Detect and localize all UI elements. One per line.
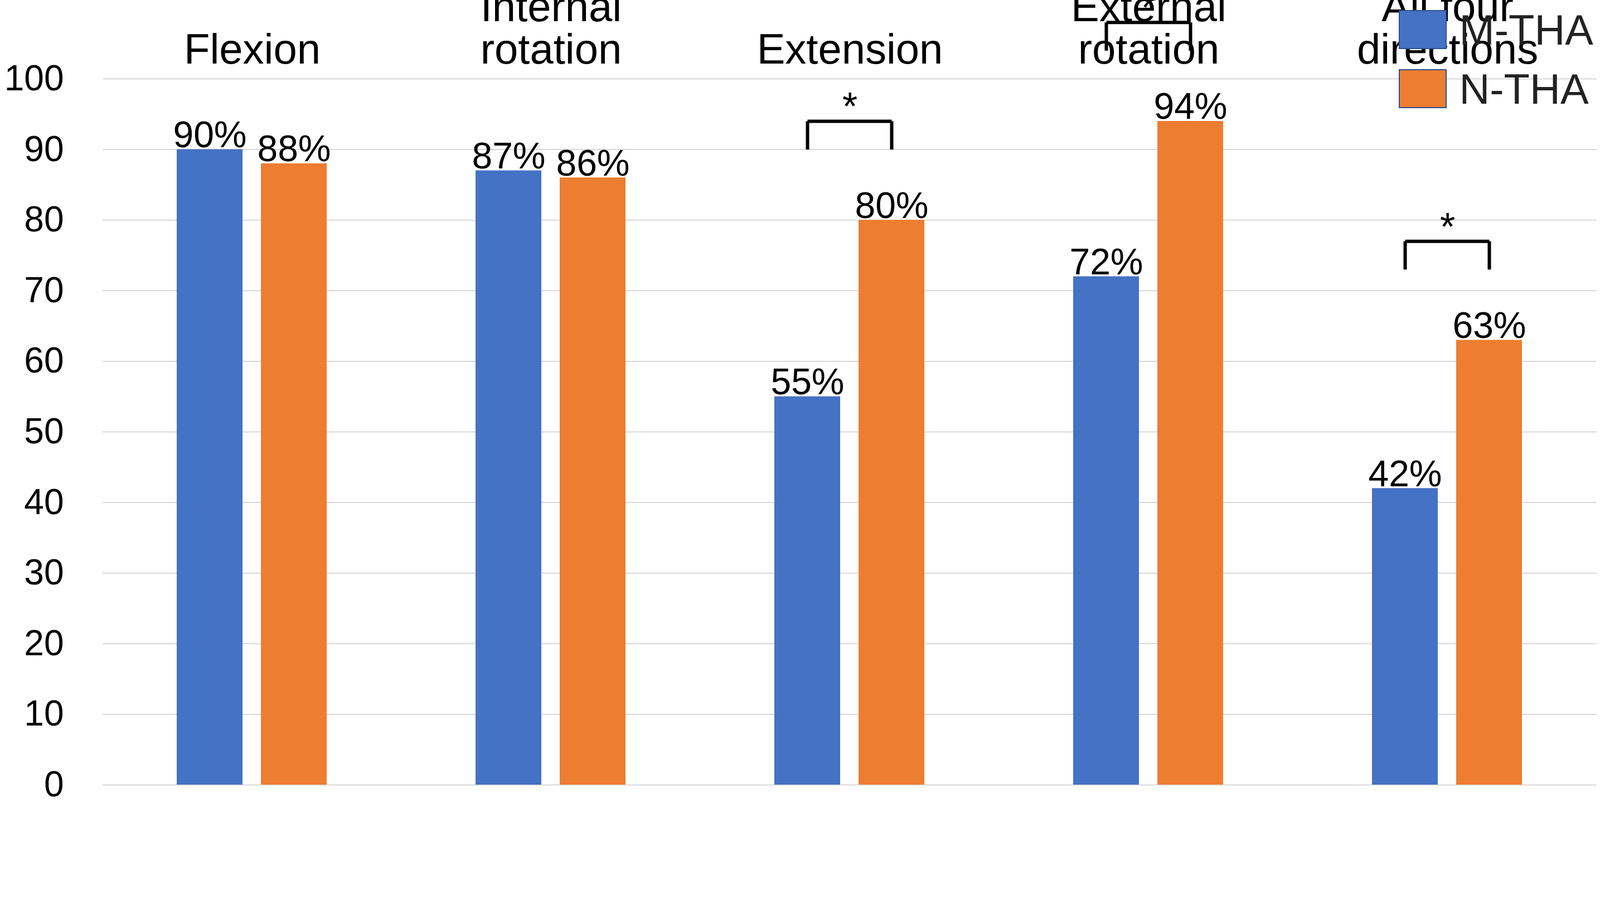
svg-text:*: * <box>1141 0 1157 30</box>
svg-text:50: 50 <box>23 410 64 452</box>
svg-text:10: 10 <box>23 692 64 734</box>
svg-text:Extension: Extension <box>757 25 944 73</box>
svg-text:63%: 63% <box>1452 304 1526 346</box>
svg-text:55%: 55% <box>770 360 845 402</box>
svg-text:60: 60 <box>23 340 64 381</box>
svg-text:90: 90 <box>23 128 64 169</box>
html-text:M-THA: M-THA <box>1459 5 1594 54</box>
svg-text:Internalrotation: Internalrotation <box>480 0 623 73</box>
svg-text:Externalrotation: Externalrotation <box>1070 0 1227 73</box>
svg-text:72%: 72% <box>1069 240 1143 283</box>
svg-text:80: 80 <box>23 199 64 240</box>
svg-text:87%: 87% <box>471 134 546 177</box>
svg-text:94%: 94% <box>1153 85 1228 127</box>
svg-text:100: 100 <box>4 57 65 99</box>
svg-text:86%: 86% <box>555 142 630 184</box>
svg-text:88%: 88% <box>257 127 331 169</box>
html-text:N-THA: N-THA <box>1459 64 1589 113</box>
svg-text:0: 0 <box>44 763 65 804</box>
svg-text:*: * <box>842 84 858 129</box>
svg-text:20: 20 <box>23 622 64 663</box>
svg-text:40: 40 <box>23 481 64 522</box>
svg-text:42%: 42% <box>1368 452 1442 494</box>
svg-text:30: 30 <box>23 551 64 593</box>
svg-text:70: 70 <box>23 269 64 310</box>
svg-text:Flexion: Flexion <box>183 25 321 73</box>
svg-text:80%: 80% <box>854 184 929 226</box>
svg-text:*: * <box>1440 205 1456 249</box>
svg-text:90%: 90% <box>172 113 247 155</box>
